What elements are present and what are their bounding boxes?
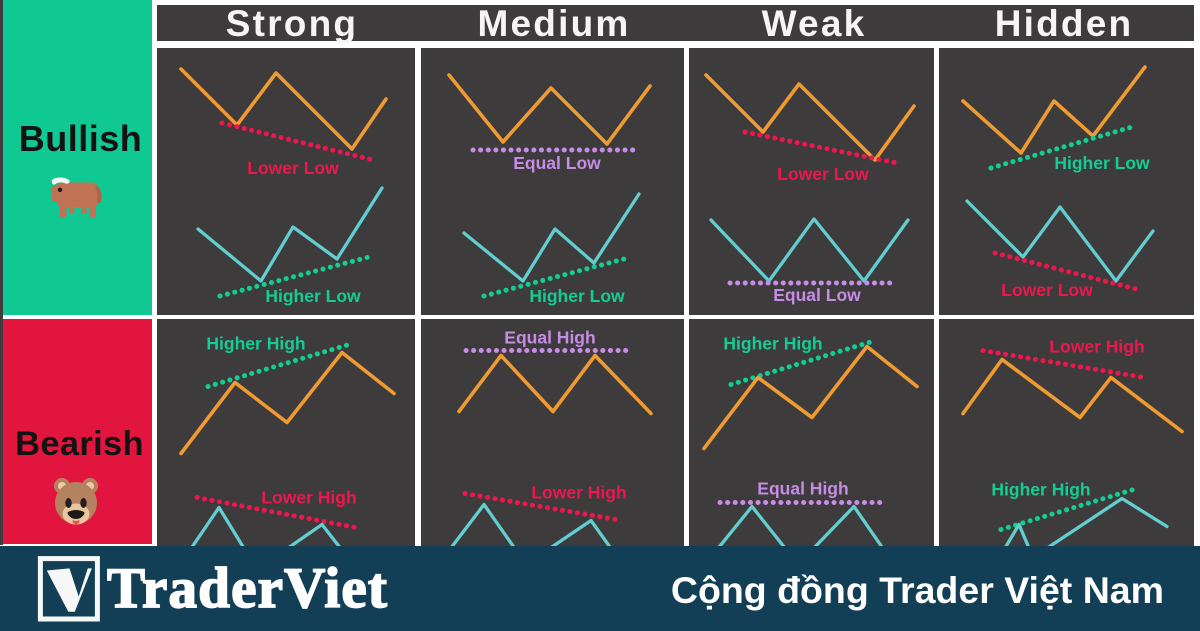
svg-text:Equal High: Equal High bbox=[504, 328, 595, 348]
svg-text:Higher High: Higher High bbox=[723, 334, 822, 354]
svg-text:Equal High: Equal High bbox=[757, 479, 848, 499]
svg-text:Higher Low: Higher Low bbox=[529, 286, 625, 306]
svg-text:Higher Low: Higher Low bbox=[1054, 153, 1150, 173]
svg-text:Higher Low: Higher Low bbox=[265, 286, 361, 306]
svg-text:Lower Low: Lower Low bbox=[1001, 280, 1093, 300]
svg-text:Lower Low: Lower Low bbox=[777, 164, 869, 184]
svg-text:Lower High: Lower High bbox=[531, 483, 626, 503]
svg-text:Equal Low: Equal Low bbox=[773, 285, 861, 305]
svg-text:Lower High: Lower High bbox=[1049, 337, 1144, 357]
svg-text:Lower High: Lower High bbox=[261, 488, 356, 508]
svg-text:Higher High: Higher High bbox=[206, 334, 305, 354]
svg-text:Higher High: Higher High bbox=[991, 480, 1090, 500]
svg-text:Equal Low: Equal Low bbox=[513, 153, 601, 173]
svg-text:Lower Low: Lower Low bbox=[247, 158, 339, 178]
